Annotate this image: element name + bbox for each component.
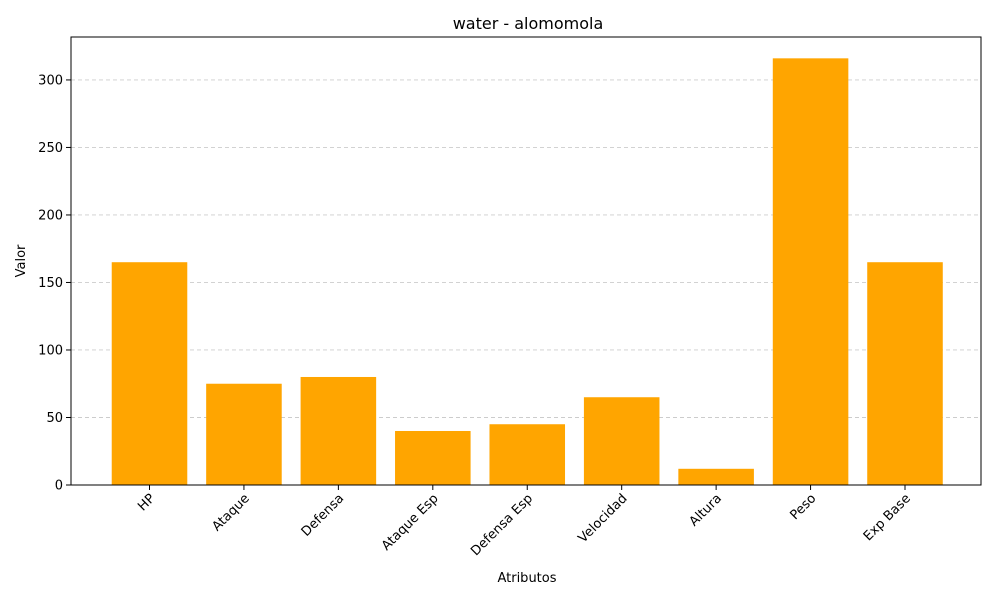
y-tick-label: 150 bbox=[38, 276, 63, 291]
x-tick-label: Ataque bbox=[209, 491, 252, 534]
bar-altura bbox=[678, 468, 754, 485]
y-tick-label: 200 bbox=[38, 208, 63, 223]
x-tick-label: Defensa bbox=[299, 491, 347, 539]
y-tick-label: 300 bbox=[38, 73, 63, 88]
y-axis: 0 50 100 150 200 250 300 bbox=[38, 73, 71, 494]
x-tick-label: Velocidad bbox=[576, 491, 631, 546]
x-axis: HP Ataque Defensa Ataque Esp Defensa Esp Velo… bbox=[135, 485, 914, 559]
bar-defensa-esp bbox=[489, 424, 566, 485]
y-tick-label: 100 bbox=[38, 343, 63, 358]
y-tick-label: 0 bbox=[55, 479, 63, 494]
y-tick-label: 50 bbox=[46, 411, 63, 426]
bar-exp-base bbox=[867, 262, 943, 485]
x-tick-label: Exp Base bbox=[861, 491, 914, 544]
bar-peso bbox=[772, 58, 849, 485]
plot-frame bbox=[70, 36, 982, 486]
x-tick-label: Ataque Esp bbox=[379, 491, 442, 554]
x-tick-label: Altura bbox=[687, 491, 725, 529]
bar-ataque bbox=[206, 383, 282, 485]
bar-velocidad bbox=[583, 397, 660, 485]
bars bbox=[111, 58, 943, 485]
chart-title: water - alomomola bbox=[453, 14, 604, 33]
y-tick-label: 250 bbox=[38, 141, 63, 156]
x-tick-label: Defensa Esp bbox=[468, 491, 536, 559]
x-tick-label: Peso bbox=[787, 491, 819, 523]
bar-hp bbox=[111, 262, 188, 485]
y-axis-title: Valor bbox=[14, 244, 29, 277]
bar-defensa bbox=[300, 376, 377, 485]
bar-ataque-esp bbox=[395, 430, 471, 485]
x-axis-title: Atributos bbox=[497, 571, 556, 586]
x-tick-label: HP bbox=[135, 491, 158, 514]
